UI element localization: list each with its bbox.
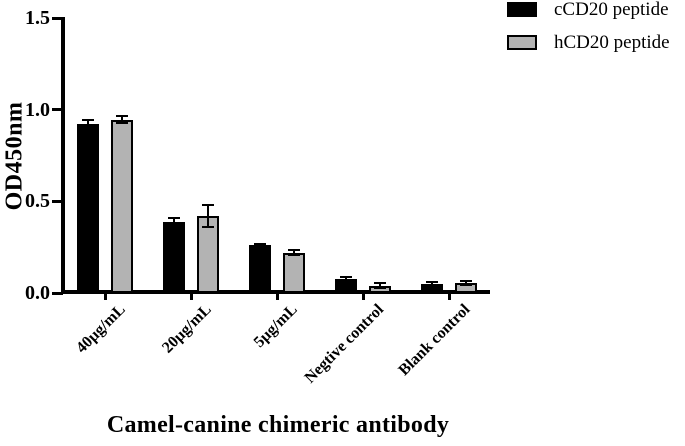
error-bar-cap xyxy=(82,127,94,130)
error-bar-cap xyxy=(116,122,128,125)
error-bar-cap xyxy=(340,281,352,283)
legend-swatch-hcd20 xyxy=(507,35,537,50)
error-bar-cap xyxy=(116,115,128,118)
bar-ccd20 xyxy=(163,221,185,293)
legend-label-ccd20: cCD20 peptide xyxy=(554,0,669,20)
error-bar-cap xyxy=(82,118,94,121)
bar-ccd20 xyxy=(77,124,99,293)
x-tick-label: Blank control xyxy=(394,301,474,380)
y-tick-label: 1.5 xyxy=(25,7,50,29)
error-bar-line xyxy=(379,283,381,289)
y-tick-label: 0.0 xyxy=(25,282,50,304)
error-bar-cap xyxy=(460,284,472,287)
x-axis-line xyxy=(61,290,490,294)
bar-hcd20 xyxy=(111,119,133,293)
x-axis-title: Camel-canine chimeric antibody xyxy=(106,412,450,438)
error-bar-line xyxy=(87,119,89,129)
y-tick xyxy=(52,108,63,112)
error-bar-line xyxy=(431,282,433,286)
y-tick xyxy=(52,199,63,203)
x-tick-label: 20µg/mL xyxy=(159,301,216,357)
legend: cCD20 peptide hCD20 peptide xyxy=(507,0,670,67)
legend-swatch-ccd20 xyxy=(507,2,537,17)
x-tick-label: Negtive control xyxy=(301,301,388,387)
bar-hcd20 xyxy=(283,252,305,293)
x-tick xyxy=(447,294,451,300)
x-tick xyxy=(275,294,279,300)
error-bar-cap xyxy=(168,217,180,220)
error-bar-cap xyxy=(168,223,180,226)
error-bar-cap xyxy=(374,282,386,285)
error-bar-cap xyxy=(340,275,352,278)
error-bar-cap xyxy=(426,284,438,287)
y-tick-label: 1.0 xyxy=(25,98,50,121)
error-bar-cap xyxy=(202,204,214,206)
y-tick xyxy=(52,16,63,20)
error-bar-line xyxy=(465,280,467,286)
error-bar-cap xyxy=(254,242,266,245)
y-tick xyxy=(52,291,63,295)
x-tick xyxy=(361,294,365,300)
y-tick-label: 0.5 xyxy=(25,190,50,213)
error-bar-cap xyxy=(374,287,386,290)
error-bar-cap xyxy=(426,281,438,283)
legend-label-hcd20: hCD20 peptide xyxy=(554,31,670,53)
error-bar-line xyxy=(121,116,123,124)
bar-ccd20 xyxy=(249,245,271,293)
error-bar-cap xyxy=(460,279,472,282)
error-bar-line xyxy=(259,243,261,247)
error-bar-cap xyxy=(202,226,214,228)
y-axis-line xyxy=(61,16,65,294)
error-bar-cap xyxy=(288,254,300,257)
legend-item-ccd20: cCD20 peptide xyxy=(507,0,670,20)
x-tick-label: 40µg/mL xyxy=(73,301,130,357)
error-bar-cap xyxy=(254,245,266,248)
error-bar-line xyxy=(293,249,295,256)
error-bar-line xyxy=(345,276,347,282)
error-bar-line xyxy=(173,218,175,225)
error-bar-line xyxy=(207,205,209,227)
x-tick-label: 5µg/mL xyxy=(251,301,302,351)
x-tick xyxy=(103,294,107,300)
legend-item-hcd20: hCD20 peptide xyxy=(507,31,670,53)
x-tick xyxy=(189,294,193,300)
error-bar-cap xyxy=(288,248,300,251)
